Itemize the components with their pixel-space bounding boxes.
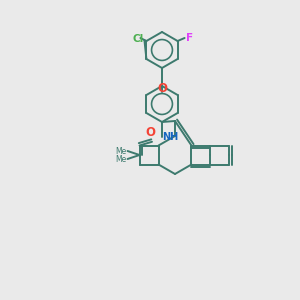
Text: NH: NH [163, 133, 179, 142]
Text: F: F [186, 33, 193, 43]
Text: Me: Me [115, 154, 127, 164]
Text: O: O [145, 126, 155, 139]
Text: Me: Me [115, 146, 127, 155]
Text: O: O [157, 82, 167, 94]
Text: Cl: Cl [132, 34, 143, 44]
